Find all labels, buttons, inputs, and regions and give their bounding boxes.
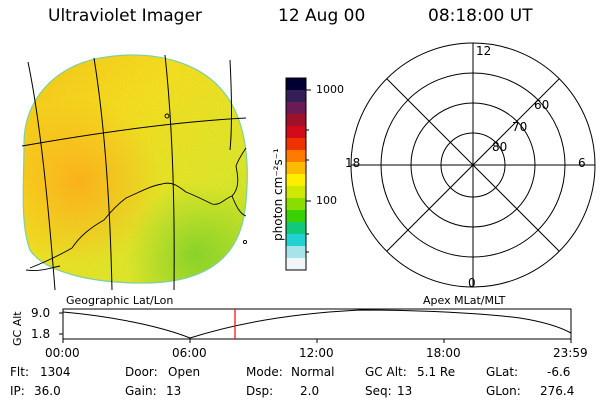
mlat-label-60: 60 (534, 98, 550, 112)
colorbar-unit-label: photon cm⁻²s⁻¹ (271, 148, 285, 241)
timeline-xtick-0600: 06:00 (172, 346, 207, 360)
status-glon-value: 276.4 (540, 384, 575, 398)
status-glat-value: -6.6 (547, 365, 571, 379)
status-glon-label: GLon: (486, 384, 521, 398)
colorbar-tick-1000: 1000 (316, 83, 344, 96)
date-label: 12 Aug 00 (278, 6, 366, 26)
status-seq-label: Seq: (365, 384, 392, 398)
timeline-plot (59, 308, 572, 343)
mlt-label-18: 18 (345, 156, 361, 170)
mlt-label-0: 0 (468, 276, 476, 290)
status-gcalt-label: GC Alt: (365, 365, 407, 379)
timeline-xtick-2359: 23:59 (553, 346, 588, 360)
timeline-ylabel: GC Alt (11, 311, 24, 346)
status-dsp-value: 2.0 (300, 384, 320, 398)
timeline-xtick-1800: 18:00 (426, 346, 461, 360)
status-gain-label: Gain: (125, 384, 157, 398)
mlt-label-6: 6 (578, 156, 586, 170)
status-glat-label: GLat: (486, 365, 519, 379)
timeline-xtick-1200: 12:00 (299, 346, 334, 360)
status-ip-label: IP: (10, 384, 25, 398)
colorbar-tick-100: 100 (316, 194, 337, 207)
timeline-xtick-0000: 00:00 (45, 346, 80, 360)
timeline-left-title: Geographic Lat/Lon (66, 294, 174, 307)
earth-disk-image (22, 54, 248, 284)
geographic-grid (21, 54, 247, 291)
mlt-label-12: 12 (476, 44, 492, 58)
status-ip-value: 36.0 (34, 384, 61, 398)
polar-grid (350, 42, 596, 288)
time-label: 08:18:00 UT (428, 6, 533, 26)
timeline-ytick-1: 1.8 (31, 327, 51, 341)
status-flt-value: 1304 (40, 365, 71, 379)
status-dsp-label: Dsp: (246, 384, 274, 398)
coastline (25, 113, 248, 271)
colorbar (285, 77, 311, 271)
status-mode-label: Mode: (246, 365, 283, 379)
status-door-label: Door: (125, 365, 158, 379)
status-gain-value: 13 (166, 384, 182, 398)
status-mode-value: Normal (291, 365, 335, 379)
instrument-title: Ultraviolet Imager (48, 6, 202, 26)
mlat-label-70: 70 (512, 120, 528, 134)
status-door-value: Open (168, 365, 201, 379)
mlat-label-80: 80 (492, 140, 508, 154)
timeline-right-title: Apex MLat/MLT (423, 294, 506, 307)
timeline-ytick-9: 9.0 (31, 306, 51, 320)
status-flt-label: Flt: (10, 365, 29, 379)
status-seq-value: 13 (397, 384, 413, 398)
status-gcalt-value: 5.1 Re (417, 365, 456, 379)
